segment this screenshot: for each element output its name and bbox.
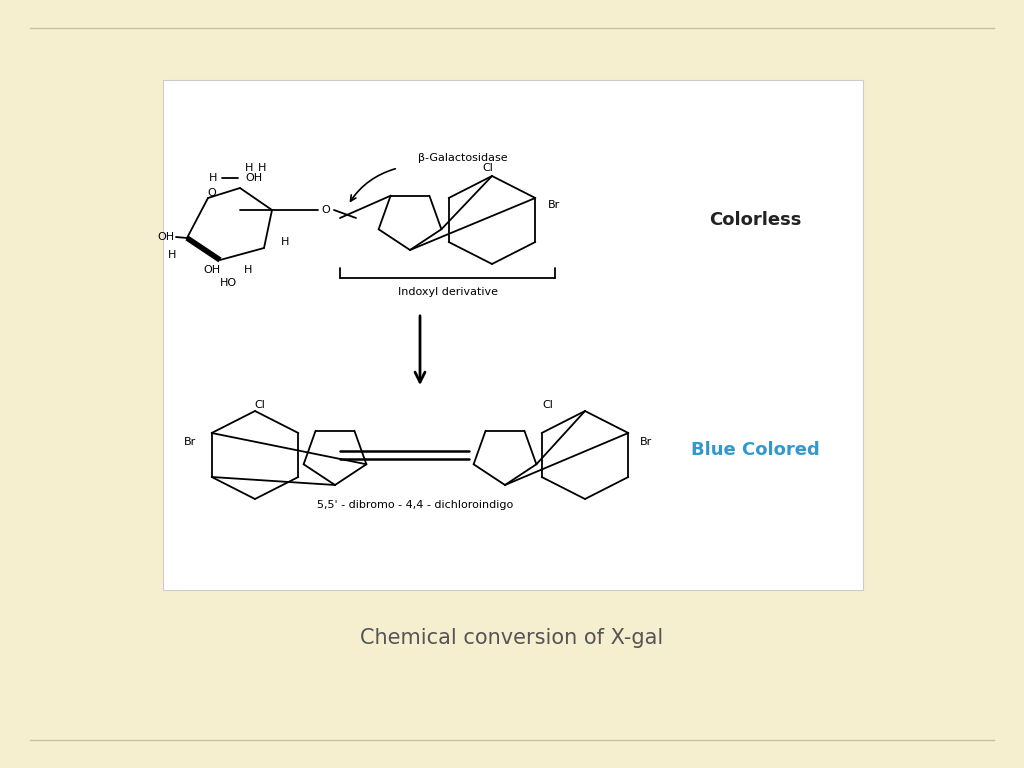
Text: Indoxyl derivative: Indoxyl derivative: [397, 287, 498, 297]
Text: H: H: [258, 163, 266, 173]
Text: H: H: [281, 237, 290, 247]
Text: H: H: [168, 250, 176, 260]
Text: β-Galactosidase: β-Galactosidase: [418, 153, 508, 163]
Text: Cl: Cl: [255, 400, 265, 410]
Text: H: H: [245, 163, 253, 173]
Text: Cl: Cl: [543, 400, 553, 410]
Text: O: O: [322, 205, 331, 215]
Text: Colorless: Colorless: [709, 211, 801, 229]
Text: Blue Colored: Blue Colored: [690, 441, 819, 459]
Text: Br: Br: [640, 437, 652, 447]
Text: O: O: [208, 188, 216, 198]
Text: H: H: [209, 173, 217, 183]
Text: OH: OH: [158, 232, 175, 242]
Text: H: H: [244, 265, 252, 275]
Text: 5,5' - dibromo - 4,4 - dichloroindigo: 5,5' - dibromo - 4,4 - dichloroindigo: [316, 500, 513, 510]
Text: Chemical conversion of X-gal: Chemical conversion of X-gal: [360, 628, 664, 648]
Text: OH: OH: [204, 265, 220, 275]
Text: Cl: Cl: [482, 163, 494, 173]
Text: Br: Br: [548, 200, 560, 210]
Text: HO: HO: [219, 278, 237, 288]
Text: OH: OH: [245, 173, 262, 183]
Text: Br: Br: [183, 437, 196, 447]
FancyBboxPatch shape: [163, 80, 863, 590]
